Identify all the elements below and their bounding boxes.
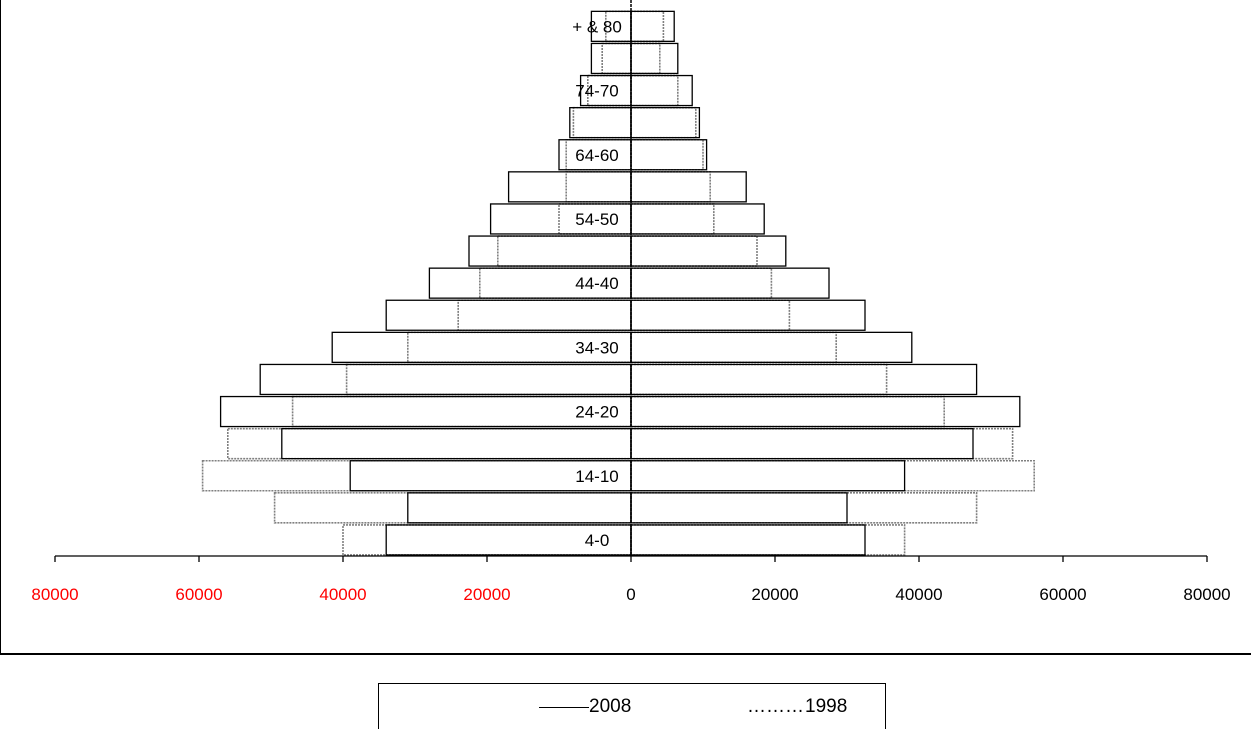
legend-marker-dotted: ………: [747, 696, 804, 717]
bar-2008-right-5-9: [630, 492, 848, 524]
bar-1998-left-55-59: [565, 171, 632, 203]
legend-label-1998: 1998: [805, 696, 848, 717]
x-tick-label: 40000: [319, 585, 366, 604]
bar-2008-left-45-49: [468, 235, 632, 267]
bar-1998-right-5-9: [630, 492, 978, 524]
legend-item-2008: 2008: [539, 684, 631, 730]
bar-2008-right-65-69: [630, 107, 701, 139]
chart-legend: 2008 ……… 1998: [378, 683, 886, 729]
bar-1998-right-80+: [630, 10, 665, 43]
bar-2008-left-15-19: [281, 427, 632, 460]
legend-label-2008: 2008: [589, 696, 632, 717]
bar-2008-left-35-39: [385, 299, 632, 331]
bar-1998-right-35-39: [630, 299, 791, 332]
bar-2008-left-75-79: [590, 42, 632, 75]
bar-2008-right-40-44: [630, 267, 830, 299]
x-axis: 80000 60000 40000 20000 0 20000 40000 60000 8000…: [31, 555, 1231, 604]
bar-2008-right-15-19: [630, 427, 974, 460]
category-label-50-54: 54-50: [575, 210, 618, 229]
category-label-80+: + & 80: [572, 17, 622, 36]
bar-1998-left-10-14: [201, 459, 632, 492]
category-labels: 4-0 14-10 24-20 34-30 44-40 54-50 64-60 74-70 + …: [572, 17, 622, 550]
bar-1998-right-75-79: [630, 42, 661, 75]
bar-1998-right-60-64: [630, 138, 704, 171]
bar-2008-left-5-9: [407, 492, 632, 524]
bar-1998-right-15-19: [630, 427, 1014, 460]
bar-2008-left-20-24: [219, 395, 632, 428]
bar-1998-right-0-4: [630, 524, 906, 556]
legend-item-1998: ……… 1998: [747, 684, 847, 730]
bar-2008-left-25-29: [259, 363, 632, 396]
bar-1998-right-55-59: [630, 171, 711, 203]
bar-2008-right-10-14: [630, 460, 906, 492]
x-tick-label: 0: [626, 585, 635, 604]
bar-1998-right-10-14: [630, 459, 1036, 492]
x-tick-label: 20000: [463, 585, 510, 604]
bar-2008-left-55-59: [507, 171, 632, 203]
bar-2008-right-25-29: [630, 363, 978, 396]
category-label-10-14: 14-10: [575, 467, 618, 486]
category-label-40-44: 44-40: [575, 274, 618, 293]
bar-1998-right-50-54: [630, 203, 715, 235]
bar-2008-right-70-74: [630, 74, 693, 107]
x-tick-label: 80000: [31, 585, 78, 604]
bar-1998-right-30-34: [630, 331, 837, 364]
bar-2008-right-30-34: [630, 331, 913, 364]
bar-2008-right-80+: [630, 10, 675, 42]
bar-1998-left-15-19: [227, 427, 632, 460]
series-2008-bars: [219, 10, 1021, 556]
bar-2008-right-55-59: [630, 171, 747, 203]
bar-1998-left-75-79: [601, 42, 632, 75]
bar-1998-left-5-9: [273, 492, 632, 524]
bar-2008-right-45-49: [630, 235, 787, 267]
bar-1998-left-35-39: [457, 299, 632, 332]
bar-1998-right-40-44: [630, 267, 773, 299]
category-label-70-74: 74-70: [575, 82, 618, 101]
bar-1998-right-20-24: [630, 395, 946, 428]
x-tick-label: 40000: [895, 585, 942, 604]
bar-1998-right-65-69: [630, 106, 697, 139]
bar-2008-right-50-54: [630, 203, 765, 235]
x-tick-label: 20000: [751, 585, 798, 604]
bar-2008-left-65-69: [569, 107, 632, 139]
x-tick-label: 60000: [1039, 585, 1086, 604]
bar-1998-left-65-69: [572, 106, 632, 139]
bar-2008-right-75-79: [630, 42, 679, 75]
category-label-0-4: 4-0: [585, 531, 610, 550]
category-label-30-34: 34-30: [575, 338, 618, 357]
category-label-60-64: 64-60: [575, 146, 618, 165]
bar-1998-right-70-74: [630, 74, 679, 107]
bar-2008-right-20-24: [630, 395, 1021, 428]
x-tick-label: 60000: [175, 585, 222, 604]
bar-1998-left-25-29: [345, 363, 632, 396]
chart-frame: [0, 0, 1251, 655]
bar-2008-right-60-64: [630, 139, 708, 171]
category-label-20-24: 24-20: [575, 403, 618, 422]
x-tick-label: 80000: [1183, 585, 1230, 604]
bar-1998-left-45-49: [496, 235, 632, 267]
bar-1998-right-45-49: [630, 235, 758, 267]
bar-1998-right-25-29: [630, 363, 888, 396]
bar-2008-right-35-39: [630, 299, 866, 331]
bar-2008-right-0-4: [630, 524, 866, 556]
legend-marker-solid: [539, 706, 589, 708]
